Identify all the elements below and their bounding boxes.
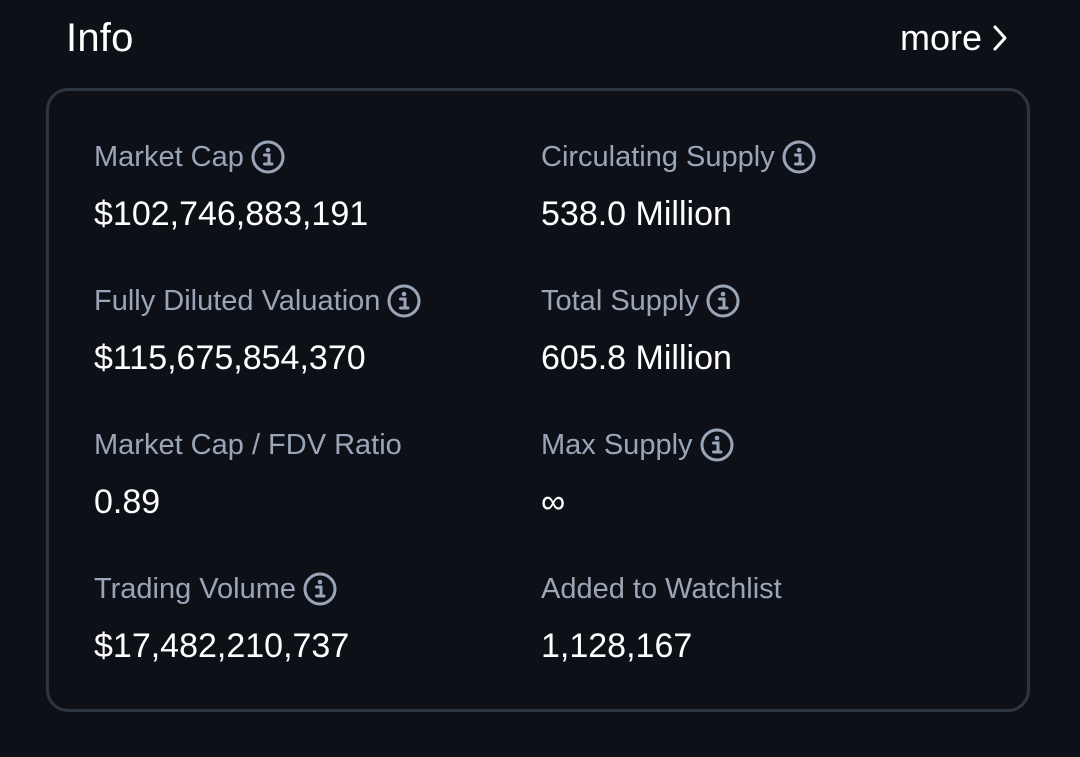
stat-label: Total Supply: [541, 284, 699, 317]
stat-total-supply: Total Supply 605.8 Million: [541, 281, 961, 379]
stat-value: ∞: [541, 483, 566, 521]
stat-circulating-supply: Circulating Supply 538.0 Million: [541, 137, 961, 235]
info-circle-icon[interactable]: [699, 427, 735, 463]
stat-market-cap: Market Cap $102,746,883,191: [94, 137, 514, 235]
stat-value: $102,746,883,191: [94, 195, 369, 233]
stat-value: $17,482,210,737: [94, 627, 350, 665]
info-circle-icon[interactable]: [250, 139, 286, 175]
chevron-right-icon: [993, 25, 1007, 51]
stat-value: 538.0 Million: [541, 195, 732, 233]
stat-trading-volume: Trading Volume $17,482,210,737: [94, 569, 514, 667]
stat-value: 605.8 Million: [541, 339, 732, 377]
stat-value: 1,128,167: [541, 627, 693, 665]
stat-label: Fully Diluted Valuation: [94, 284, 381, 317]
info-circle-icon[interactable]: [705, 283, 741, 319]
info-circle-icon[interactable]: [302, 571, 338, 607]
stat-fully-diluted-valuation: Fully Diluted Valuation $115,675,854,370: [94, 281, 514, 379]
section-title: Info: [66, 15, 134, 60]
stat-max-supply: Max Supply ∞: [541, 425, 961, 523]
more-label: more: [899, 17, 982, 58]
stat-added-to-watchlist: Added to Watchlist 1,128,167: [541, 569, 961, 667]
info-circle-icon[interactable]: [781, 139, 817, 175]
stat-label: Trading Volume: [94, 572, 297, 605]
stat-value: $115,675,854,370: [94, 339, 366, 377]
info-card: Market Cap $102,746,883,191 Circulating …: [46, 88, 1030, 712]
stat-label: Market Cap / FDV Ratio: [94, 428, 402, 461]
more-link[interactable]: more: [900, 17, 1008, 59]
stat-label: Max Supply: [541, 428, 693, 461]
stat-label: Market Cap: [94, 140, 244, 173]
stat-label: Added to Watchlist: [541, 572, 782, 605]
info-header: Info more: [66, 10, 1008, 66]
info-circle-icon[interactable]: [386, 283, 422, 319]
stat-label: Circulating Supply: [541, 140, 775, 173]
stat-value: 0.89: [94, 483, 161, 521]
stat-market-cap-fdv-ratio: Market Cap / FDV Ratio 0.89: [94, 425, 514, 523]
